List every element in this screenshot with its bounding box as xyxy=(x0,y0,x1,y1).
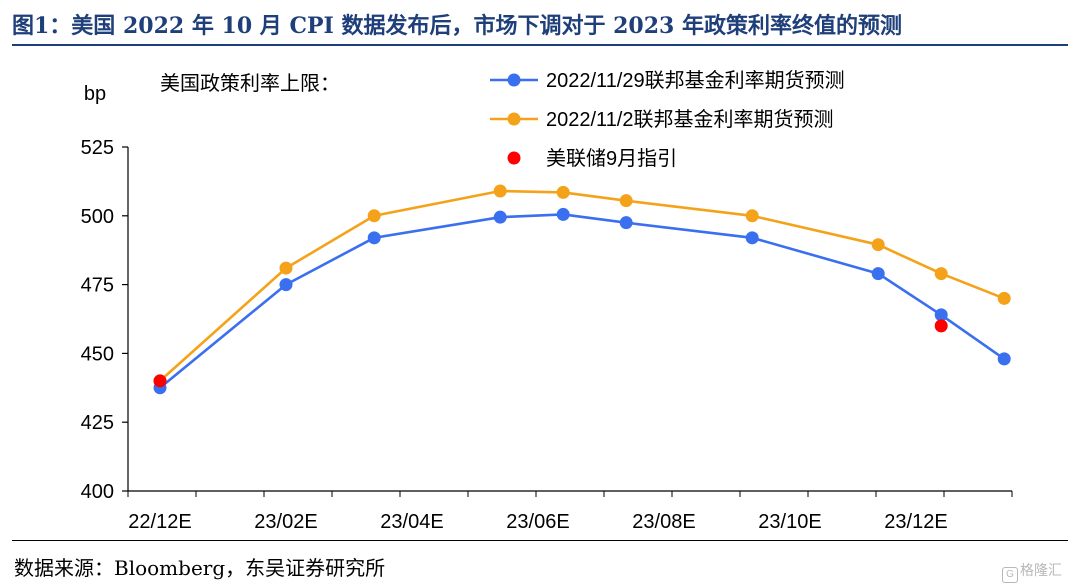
data-point xyxy=(997,291,1011,305)
y-axis-unit-label: bp xyxy=(84,83,106,105)
data-point xyxy=(279,278,293,292)
x-tick-label: 23/02E xyxy=(254,511,317,533)
legend-swatch-marker xyxy=(507,112,521,126)
y-tick-label: 450 xyxy=(81,343,114,365)
chart-series xyxy=(153,184,1011,395)
legend-label: 2022/11/29联邦基金利率期货预测 xyxy=(546,69,845,92)
legend-swatch-marker xyxy=(507,151,521,165)
data-point xyxy=(367,209,381,223)
watermark-logo-icon: G xyxy=(1002,567,1018,583)
footer-divider xyxy=(12,540,1068,541)
series-1 xyxy=(153,207,1011,395)
data-point xyxy=(934,267,948,281)
chart-legend: 2022/11/29联邦基金利率期货预测 2022/11/2联邦基金利率期货预测美… xyxy=(490,69,845,170)
y-tick-label: 425 xyxy=(81,412,114,434)
x-tick-label: 22/12E xyxy=(128,511,191,533)
chart-axes: 400 425 450 475 500 525 22/12E 23/02E 23/04E 23/0… xyxy=(81,137,1013,533)
legend-swatch-marker xyxy=(507,73,521,87)
figure-title: 图1：美国 2022 年 10 月 CPI 数据发布后，市场下调对于 2023 … xyxy=(12,13,903,39)
x-tick-label: 23/08E xyxy=(632,511,695,533)
x-tick-label: 23/12E xyxy=(884,511,947,533)
data-point xyxy=(619,194,633,208)
data-point xyxy=(493,184,507,198)
data-point xyxy=(745,231,759,245)
data-point xyxy=(367,231,381,245)
watermark-text: 格隆汇 xyxy=(1020,562,1062,578)
data-point xyxy=(556,207,570,221)
series-3 xyxy=(153,319,948,388)
data-point xyxy=(745,209,759,223)
y-tick-label: 525 xyxy=(81,137,114,159)
series-2 xyxy=(153,184,1011,388)
data-point xyxy=(493,210,507,224)
chart-annotation: 美国政策利率上限： xyxy=(160,72,340,95)
data-point xyxy=(279,261,293,275)
y-tick-label: 500 xyxy=(81,206,114,228)
data-point xyxy=(153,374,167,388)
legend-item: 2022/11/2联邦基金利率期货预测 xyxy=(490,108,834,131)
series-line xyxy=(159,213,1005,389)
data-point xyxy=(934,319,948,333)
watermark: G 格隆汇 xyxy=(1002,560,1062,583)
data-point xyxy=(619,216,633,230)
legend-label: 2022/11/2联邦基金利率期货预测 xyxy=(546,108,834,131)
x-tick-label: 23/06E xyxy=(506,511,569,533)
x-tick-label: 23/10E xyxy=(758,511,821,533)
data-point xyxy=(997,352,1011,366)
data-point xyxy=(871,238,885,252)
y-tick-label: 400 xyxy=(81,481,114,503)
legend-label: 美联储9月指引 xyxy=(546,147,677,170)
legend-item: 2022/11/29联邦基金利率期货预测 xyxy=(490,69,845,92)
data-source-note: 数据来源：Bloomberg，东吴证券研究所 xyxy=(14,556,386,580)
x-tick-label: 23/04E xyxy=(380,511,443,533)
line-chart: bp 美国政策利率上限： 400 425 450 475 500 525 22/12E 23/… xyxy=(81,69,1013,533)
data-point xyxy=(871,267,885,281)
title-divider xyxy=(12,44,1068,46)
data-point xyxy=(556,185,570,199)
y-tick-label: 475 xyxy=(81,275,114,297)
legend-item: 美联储9月指引 xyxy=(507,147,677,170)
data-point xyxy=(934,308,948,322)
series-line xyxy=(159,189,1005,382)
